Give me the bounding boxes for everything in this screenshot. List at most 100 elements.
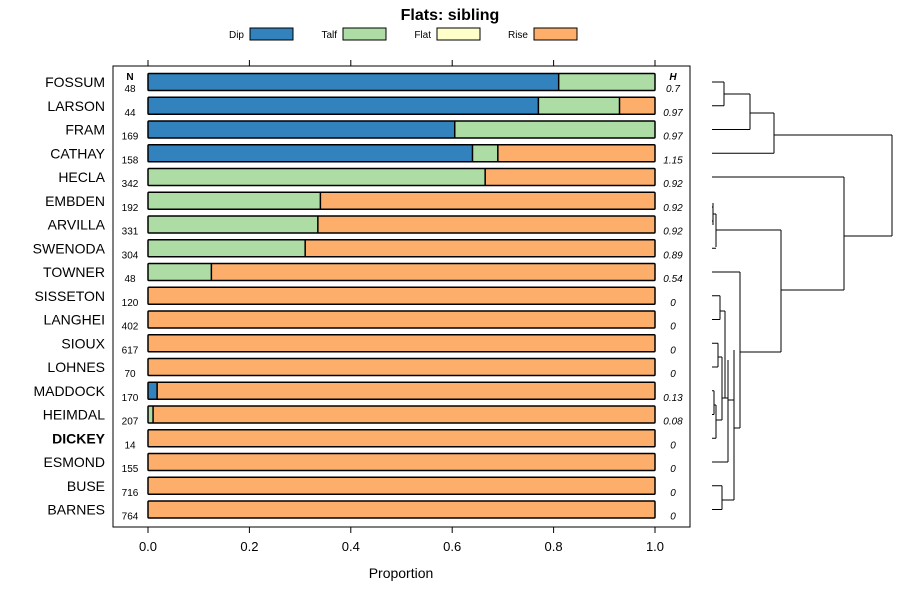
bar-segment-rise — [320, 192, 655, 210]
bar-row: SWENODA 304 0.89 — [33, 239, 683, 261]
h-value: 0 — [670, 464, 676, 475]
n-value: 169 — [122, 132, 139, 143]
x-tick-label: 0.2 — [240, 539, 258, 554]
bar-segment-talf — [558, 73, 655, 91]
category-label: EMBDEN — [45, 193, 105, 209]
bar-segment-talf — [472, 144, 498, 162]
bar-segment-dip — [148, 382, 158, 400]
category-label: SIOUX — [61, 335, 105, 351]
x-tick-label: 0.4 — [342, 539, 360, 554]
category-label: FOSSUM — [45, 74, 105, 90]
bar-segment-talf — [148, 168, 486, 186]
bar-outline — [147, 452, 656, 472]
n-value: 716 — [122, 488, 139, 499]
bar-row: LARSON 44 0.97 — [47, 96, 683, 119]
bar-row: LOHNES 70 0 — [47, 357, 676, 380]
h-value: 0.97 — [663, 132, 683, 143]
h-value: 0.97 — [663, 108, 683, 119]
bar-segment-rise — [153, 406, 655, 423]
h-value: 0 — [670, 440, 676, 451]
bar-segment-dip — [148, 144, 473, 162]
h-value: 1.15 — [663, 155, 683, 166]
h-value: 0 — [670, 488, 676, 499]
x-tick-label: 1.0 — [646, 539, 664, 554]
bar-row: SISSETON 120 0 — [34, 286, 676, 309]
n-value: 120 — [122, 298, 139, 309]
legend-label-flat: Flat — [414, 30, 431, 41]
category-label: CATHAY — [50, 145, 105, 161]
legend-label-dip: Dip — [229, 30, 244, 41]
n-value: 14 — [124, 440, 136, 451]
h-value: 0.92 — [663, 179, 683, 190]
x-axis: 0.0 0.2 0.4 0.6 0.8 1.0 — [139, 527, 664, 554]
bar-segment-talf — [148, 406, 154, 423]
bar-segment-dip — [148, 73, 559, 91]
bar-outline — [147, 120, 656, 139]
bar-outline — [147, 334, 656, 353]
n-value: 70 — [124, 369, 136, 380]
bar-outline — [147, 357, 656, 377]
bar-segment-talf — [148, 239, 306, 257]
category-label: ARVILLA — [48, 217, 106, 233]
bar-row: BUSE 716 0 — [67, 476, 676, 499]
legend: Dip Talf Flat Rise — [229, 27, 578, 41]
bar-segment-rise — [485, 168, 655, 186]
bar-outline — [147, 72, 656, 92]
bar-segment-rise — [211, 263, 655, 281]
bar-outline — [147, 96, 656, 115]
bar-segment-rise — [148, 453, 655, 471]
bar-row: TOWNER 48 0.54 — [43, 262, 683, 285]
legend-swatch-talf — [342, 27, 387, 41]
category-label: DICKEY — [52, 430, 106, 446]
legend-swatch-flat — [436, 27, 481, 41]
bar-segment-rise — [148, 358, 655, 376]
h-value: 0.92 — [663, 203, 683, 214]
bar-segment-talf — [148, 216, 318, 233]
n-value: 207 — [122, 417, 139, 428]
bar-segment-dip — [148, 121, 455, 138]
category-label: BARNES — [47, 502, 105, 518]
category-label: SWENODA — [33, 240, 106, 256]
category-label: FRAM — [65, 122, 105, 138]
bar-segment-rise — [497, 144, 655, 162]
bar-segment-rise — [317, 216, 655, 233]
bar-outline — [147, 381, 656, 400]
h-value: 0.08 — [663, 417, 683, 428]
bar-outline — [147, 429, 656, 448]
h-value: 0 — [670, 512, 676, 523]
bar-row: FRAM 169 0.97 — [65, 120, 683, 143]
bar-row: EMBDEN 192 0.92 — [45, 191, 683, 214]
n-value: 402 — [122, 322, 139, 333]
chart-title: Flats: sibling — [401, 7, 500, 24]
bar-row: BARNES 764 0 — [47, 500, 676, 523]
category-label: BUSE — [67, 478, 105, 494]
x-tick-label: 0.0 — [139, 539, 157, 554]
bar-segment-rise — [148, 501, 655, 518]
bar-row: HEIMDAL 207 0.08 — [43, 405, 683, 428]
bar-outline — [147, 310, 656, 329]
h-value: 0 — [670, 322, 676, 333]
n-column-header: N — [126, 72, 133, 83]
bar-outline — [147, 476, 656, 495]
category-label: LANGHEI — [44, 312, 105, 328]
top-axis-ticks — [147, 60, 656, 66]
n-value: 155 — [122, 464, 139, 475]
h-value: 0.54 — [663, 274, 683, 285]
legend-label-rise: Rise — [508, 30, 528, 41]
bar-segment-talf — [148, 263, 212, 281]
bar-segment-rise — [619, 97, 655, 115]
bar-segment-rise — [305, 239, 655, 257]
bar-row: SIOUX 617 0 — [61, 334, 676, 356]
legend-swatch-rise — [533, 27, 578, 41]
bar-outline — [147, 144, 656, 163]
bar-row: ARVILLA 331 0.92 — [48, 215, 683, 238]
bar-outline — [147, 191, 656, 210]
dendrogram — [712, 81, 893, 510]
bar-outline — [147, 262, 656, 282]
n-value: 617 — [122, 345, 139, 356]
category-label: SISSETON — [34, 288, 105, 304]
bar-row: MADDOCK 170 0.13 — [33, 381, 683, 404]
bar-outline — [147, 405, 656, 424]
n-value: 342 — [122, 179, 139, 190]
n-value: 44 — [124, 108, 136, 119]
